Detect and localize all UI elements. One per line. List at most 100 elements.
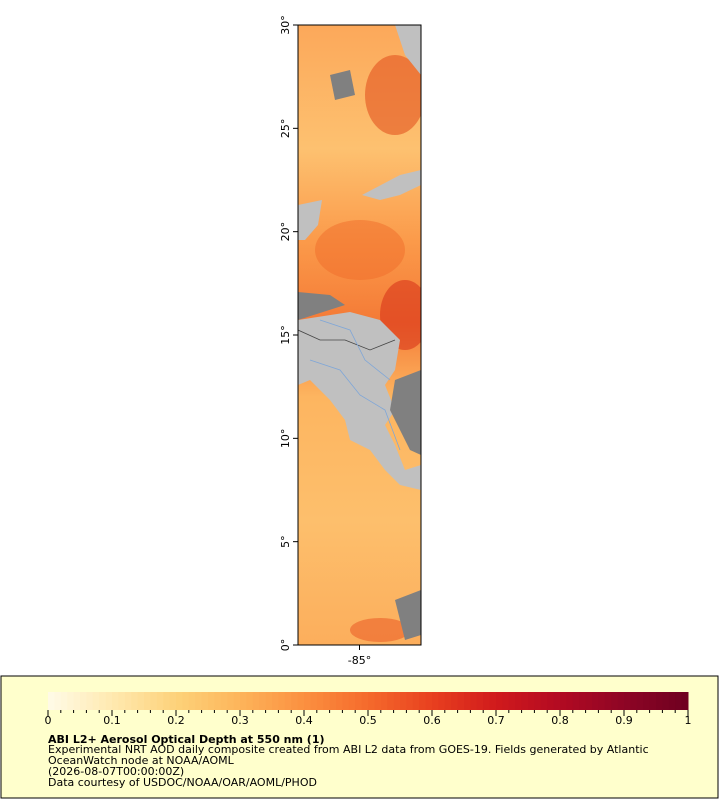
colorbar-cell xyxy=(208,692,215,710)
colorbar-cell xyxy=(419,692,427,710)
colorbar-cell xyxy=(297,692,305,710)
colorbar-cell xyxy=(86,692,94,710)
colorbar-cell xyxy=(105,692,113,710)
colorbar-cell xyxy=(617,692,625,710)
colorbar-cell xyxy=(150,692,158,710)
colorbar-cell xyxy=(681,692,689,710)
colorbar-cell xyxy=(592,692,599,710)
colorbar-cell xyxy=(169,692,177,710)
colorbar-cell xyxy=(406,692,414,710)
x-tick-label: -85° xyxy=(348,654,371,667)
colorbar-cell xyxy=(598,692,606,710)
colorbar-cell xyxy=(48,692,55,710)
y-tick-label: 15° xyxy=(279,325,292,345)
map-image xyxy=(298,25,421,645)
colorbar-cell xyxy=(432,692,439,710)
axes: 0° 5° 10° 15° 20° 25° 30° -85° xyxy=(279,15,371,667)
colorbar-cell xyxy=(291,692,299,710)
legend-line: Data courtesy of USDOC/NOAA/OAR/AOML/PHO… xyxy=(48,776,317,789)
colorbar-cell xyxy=(323,692,331,710)
colorbar-cell xyxy=(656,692,663,710)
colorbar-cell xyxy=(355,692,363,710)
colorbar-cell xyxy=(553,692,561,710)
colorbar-cell xyxy=(73,692,81,710)
colorbar-cell xyxy=(496,692,503,710)
colorbar-cell xyxy=(60,692,68,710)
colorbar-cell xyxy=(284,692,292,710)
colorbar-cell xyxy=(278,692,286,710)
colorbar-cell xyxy=(112,692,119,710)
colorbar-tick-label: 0.2 xyxy=(167,714,185,727)
colorbar-cell xyxy=(342,692,350,710)
y-tick-label: 0° xyxy=(279,639,292,652)
colorbar-cell xyxy=(662,692,670,710)
colorbar-tick-label: 1 xyxy=(685,714,692,727)
colorbar-tick-label: 0.6 xyxy=(423,714,441,727)
colorbar-tick-label: 0.5 xyxy=(359,714,377,727)
colorbar-cell xyxy=(579,692,587,710)
y-tick-label: 10° xyxy=(279,429,292,449)
colorbar-cell xyxy=(547,692,555,710)
colorbar-cell xyxy=(464,692,471,710)
colorbar-cell xyxy=(336,692,343,710)
colorbar-cell xyxy=(348,692,356,710)
colorbar-cell xyxy=(668,692,676,710)
colorbar-cell xyxy=(240,692,247,710)
colorbar-cell xyxy=(534,692,542,710)
colorbar-cell xyxy=(329,692,337,710)
colorbar-cell xyxy=(611,692,619,710)
colorbar: 0 0.1 0.2 0.3 0.4 0.5 0.6 0.7 0.8 0.9 1 xyxy=(45,692,692,727)
colorbar-cell xyxy=(675,692,683,710)
colorbar-cell xyxy=(118,692,126,710)
colorbar-cell xyxy=(99,692,107,710)
colorbar-cell xyxy=(585,692,593,710)
colorbar-cell xyxy=(176,692,183,710)
colorbar-cell xyxy=(233,692,241,710)
colorbar-cell xyxy=(502,692,510,710)
colorbar-cell xyxy=(182,692,190,710)
colorbar-cell xyxy=(649,692,657,710)
colorbar-cell xyxy=(393,692,401,710)
colorbar-cell xyxy=(643,692,651,710)
colorbar-tick-label: 0.3 xyxy=(231,714,249,727)
colorbar-tick-label: 0 xyxy=(45,714,52,727)
colorbar-cell xyxy=(246,692,254,710)
colorbar-cell xyxy=(636,692,644,710)
colorbar-cell xyxy=(227,692,235,710)
colorbar-cell xyxy=(483,692,491,710)
colorbar-cell xyxy=(54,692,62,710)
colorbar-cell xyxy=(265,692,273,710)
legend-line: Experimental NRT AOD daily composite cre… xyxy=(48,743,649,756)
colorbar-tick-label: 0.4 xyxy=(295,714,313,727)
colorbar-cell xyxy=(92,692,100,710)
colorbar-cell xyxy=(374,692,382,710)
colorbar-cell xyxy=(131,692,139,710)
y-tick-label: 20° xyxy=(279,222,292,242)
colorbar-cell xyxy=(144,692,151,710)
legend-line: (2026-08-07T00:00:00Z) xyxy=(48,765,184,778)
colorbar-cell xyxy=(470,692,478,710)
colorbar-cell xyxy=(566,692,574,710)
colorbar-cell xyxy=(214,692,222,710)
colorbar-cell xyxy=(624,692,631,710)
y-tick-label: 25° xyxy=(279,119,292,139)
colorbar-cell xyxy=(604,692,612,710)
colorbar-cell xyxy=(163,692,171,710)
y-tick-label: 5° xyxy=(279,535,292,548)
colorbar-cell xyxy=(444,692,452,710)
colorbar-cell xyxy=(451,692,459,710)
colorbar-cell xyxy=(521,692,529,710)
colorbar-cell xyxy=(67,692,75,710)
colorbar-cell xyxy=(80,692,87,710)
colorbar-cell xyxy=(156,692,164,710)
colorbar-cell xyxy=(272,692,279,710)
colorbar-cell xyxy=(515,692,523,710)
colorbar-cell xyxy=(316,692,324,710)
colorbar-cell xyxy=(380,692,388,710)
colorbar-cell xyxy=(412,692,420,710)
colorbar-cell xyxy=(220,692,228,710)
y-tick-label: 30° xyxy=(279,15,292,35)
colorbar-cell xyxy=(630,692,638,710)
colorbar-tick-label: 0.1 xyxy=(103,714,121,727)
